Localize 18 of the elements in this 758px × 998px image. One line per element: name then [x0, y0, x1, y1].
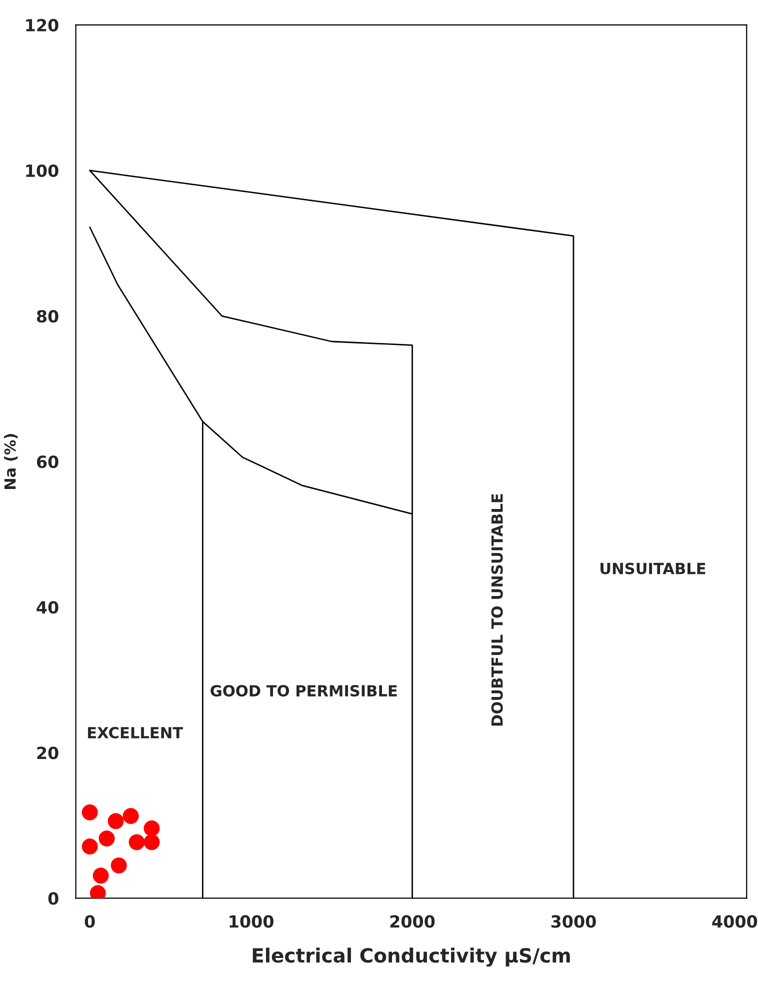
- x-tick-label: 1000: [230, 915, 274, 928]
- x-axis-title: Electrical Conductivity µS/cm: [252, 948, 570, 967]
- y-tick-label: 40: [36, 601, 58, 614]
- y-tick-label: 0: [48, 892, 58, 905]
- annotation: DOUBTFUL TO UNSUITABLE: [491, 494, 503, 726]
- annotation: UNSUITABLE: [600, 562, 706, 574]
- x-tick-label: 2000: [390, 915, 435, 928]
- y-tick-label: 20: [37, 746, 58, 760]
- y-tick-label: 120: [26, 18, 58, 32]
- y-tick-label: 80: [36, 310, 58, 323]
- annotation: GOOD TO PERMISIBLE: [210, 684, 397, 697]
- x-tick-label: 0: [84, 915, 95, 928]
- y-tick-label: 60: [36, 456, 58, 468]
- x-tick-label: 3000: [551, 915, 596, 928]
- annotation: EXCELLENT: [88, 726, 183, 738]
- x-tick-label: 4000: [712, 915, 758, 928]
- y-axis-title: Na (%): [4, 434, 18, 490]
- y-tick-label: 100: [26, 164, 58, 178]
